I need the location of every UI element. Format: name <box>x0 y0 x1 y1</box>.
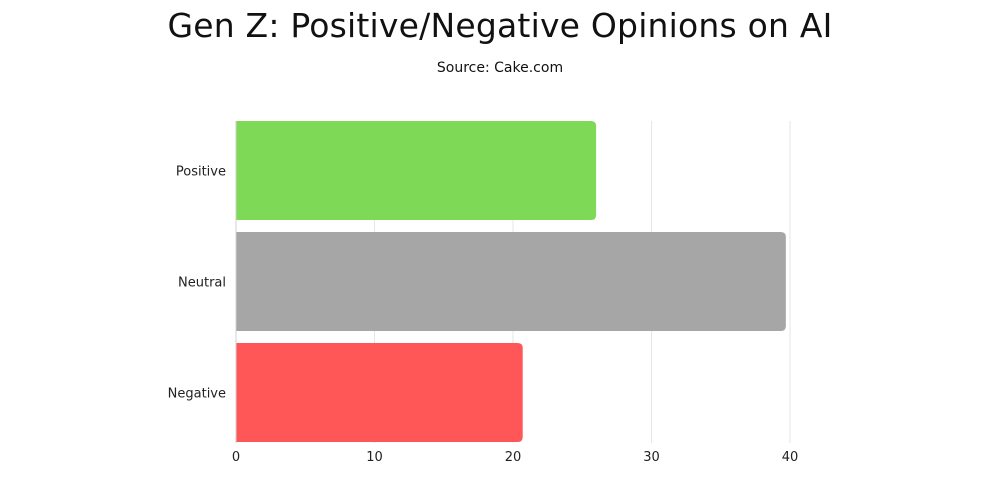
bar-positive <box>236 121 597 220</box>
x-tick-label: 40 <box>782 450 799 465</box>
x-tick-label: 30 <box>643 450 660 465</box>
category-label-positive: Positive <box>176 165 226 180</box>
chart-title: Gen Z: Positive/Negative Opinions on AI <box>167 6 833 45</box>
x-tick-label: 20 <box>505 450 522 465</box>
bar-neutral <box>236 232 786 331</box>
category-label-neutral: Neutral <box>178 276 226 291</box>
category-label-negative: Negative <box>168 387 226 402</box>
bar-negative <box>236 343 523 442</box>
chart-subtitle: Source: Cake.com <box>436 60 564 76</box>
x-tick-label: 0 <box>232 450 240 465</box>
x-tick-label: 10 <box>366 450 383 465</box>
